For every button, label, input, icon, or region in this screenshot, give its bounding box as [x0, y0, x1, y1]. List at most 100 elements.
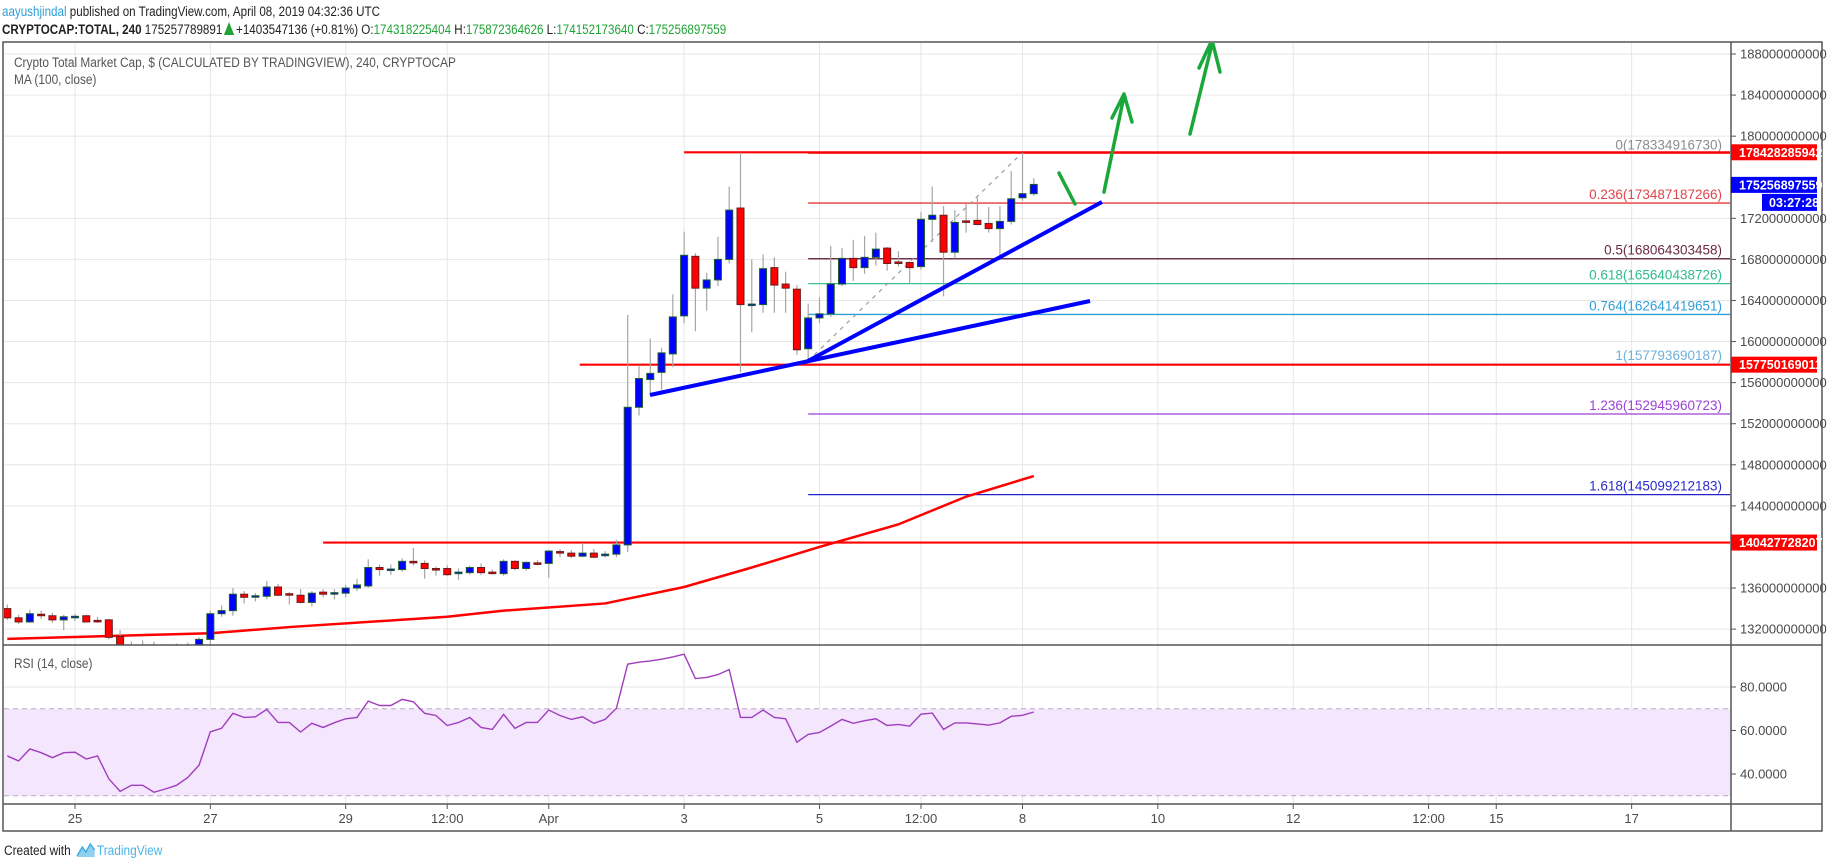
fib-level-label: 1.618(145099212183): [1589, 479, 1722, 494]
candle: [736, 152, 745, 373]
candle-body-down: [93, 619, 102, 623]
fib-level-value: 165640438726: [1627, 268, 1717, 283]
candle-body-up: [522, 561, 531, 570]
price-axis[interactable]: 188000000000 184000000000 180000000000 1720…: [1731, 47, 1827, 637]
close-label: C:: [637, 22, 649, 37]
time-axis-label: 12:00: [1412, 811, 1445, 826]
candle-body-up: [454, 571, 463, 575]
candle-body-down: [984, 222, 993, 230]
candle-body-down: [849, 257, 858, 269]
candle-body-down: [375, 567, 384, 571]
candle: [352, 578, 361, 592]
candle-body-up: [916, 218, 925, 268]
ma-legend[interactable]: MA (100, close): [14, 71, 96, 87]
candle: [522, 561, 531, 571]
fib-level-label: 0.236(173487187266): [1589, 187, 1722, 202]
candle: [815, 297, 824, 324]
candle: [409, 547, 418, 566]
time-axis-label: 12:00: [905, 811, 938, 826]
rsi-line: [7, 653, 1034, 794]
rsi-legend[interactable]: RSI (14, close): [14, 655, 92, 671]
candle-body-down: [939, 214, 948, 253]
candle: [164, 644, 166, 645]
candle: [950, 210, 959, 259]
candle: [871, 232, 880, 266]
fib-level-value: 145099212183: [1627, 479, 1717, 494]
green-arrows[interactable]: [1057, 40, 1222, 206]
arrow-up-icon[interactable]: [1188, 40, 1222, 136]
candle-body-up: [995, 220, 1004, 230]
fib-paren: (: [1623, 243, 1628, 258]
close-value: 175256897559: [648, 22, 727, 37]
candle: [274, 583, 283, 597]
candle: [104, 618, 113, 640]
low-value: 174152173640: [556, 22, 634, 37]
candle-body-down: [296, 594, 305, 603]
fib-level-label: 0(178334916730): [1615, 137, 1722, 152]
candle: [939, 205, 948, 297]
arrow-up-icon[interactable]: [1102, 92, 1134, 194]
candle-body-down: [883, 247, 892, 265]
arrow-tick-icon[interactable]: [1057, 171, 1077, 206]
candle-body-down: [150, 647, 157, 650]
candle: [589, 549, 598, 559]
candle: [184, 642, 191, 650]
candle-body-up: [1007, 198, 1016, 222]
horizontal-lines[interactable]: [323, 151, 1731, 544]
candle-body-up: [184, 647, 191, 650]
candle-body-up: [386, 568, 395, 572]
candle-body-up: [634, 378, 643, 408]
trend-line-lower[interactable]: [649, 299, 1091, 397]
candle: [668, 294, 677, 368]
candle-body-down: [139, 647, 146, 649]
candle-body-up: [725, 209, 734, 260]
price-axis-label: 156000000000: [1740, 375, 1827, 390]
candle: [702, 272, 711, 311]
candle: [70, 613, 79, 621]
candle-body-up: [330, 592, 339, 595]
candle-body-up: [352, 584, 361, 589]
candle: [139, 640, 146, 649]
symbol: CRYPTOCAP:TOTAL, 240: [2, 22, 142, 37]
tradingview-link[interactable]: TradingView: [96, 843, 163, 858]
candle: [781, 271, 790, 313]
fib-paren: (: [1623, 298, 1628, 313]
fib-trend-dashed-line[interactable]: [807, 151, 1024, 362]
trend-line-upper[interactable]: [807, 200, 1103, 363]
price-tag-bg: [1731, 356, 1817, 373]
candle-body-down: [962, 220, 971, 223]
open-value: 174318225404: [373, 22, 452, 37]
price-axis-label: 136000000000: [1740, 581, 1827, 596]
price-tag-bg: [1731, 534, 1817, 551]
fib-paren: (: [1623, 137, 1628, 152]
time-axis-label: 17: [1624, 811, 1638, 826]
candle-body-down: [431, 568, 440, 571]
candle: [195, 637, 204, 645]
candle: [307, 591, 316, 607]
candle-body-up: [1029, 183, 1038, 195]
countdown-tag-bg: [1762, 193, 1817, 211]
candle-body-down: [973, 219, 982, 225]
candle-body-down: [48, 615, 57, 621]
grid: [4, 43, 1731, 804]
candle-body-down: [116, 635, 125, 645]
candle-body-down: [274, 586, 283, 596]
fib-paren: ): [1718, 398, 1723, 413]
time-axis-label: 5: [816, 811, 823, 826]
time-axis[interactable]: 25 27 29 12:00 Apr 3 5 12:00 8 10 12 12:00 15 17: [68, 804, 1639, 826]
rsi-axis[interactable]: 80.0000 60.0000 40.0000: [1731, 680, 1787, 782]
candle: [533, 560, 542, 566]
candle: [770, 257, 779, 313]
candle-body-up: [578, 552, 587, 557]
candle-body-down: [104, 619, 113, 638]
candle-body-up: [499, 560, 508, 575]
candle: [93, 616, 102, 623]
fibonacci-retracement[interactable]: 0(178334916730)0.236(173487187266)0.5(16…: [808, 137, 1731, 496]
author-link[interactable]: aayushjindal: [2, 4, 67, 19]
candle-body-up: [601, 553, 610, 557]
candle: [894, 251, 903, 267]
line-price-tag: 140427728207: [1739, 536, 1822, 550]
candle-body-up: [815, 313, 824, 319]
candle: [905, 261, 914, 284]
